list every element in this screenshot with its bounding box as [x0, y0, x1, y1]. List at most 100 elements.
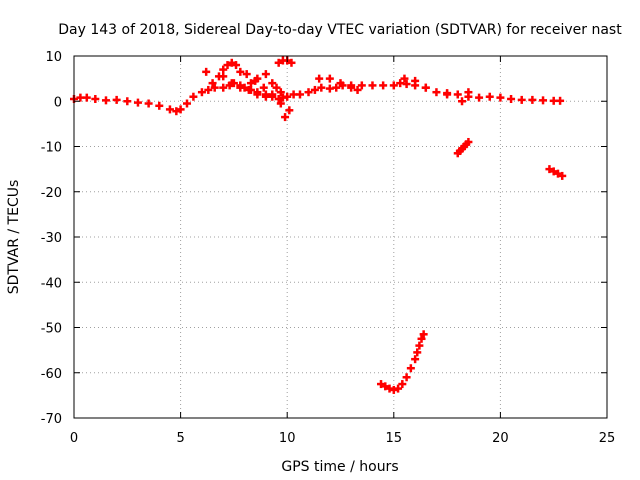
data-point — [144, 99, 153, 108]
data-point — [353, 85, 362, 94]
y-tick-label: -40 — [41, 276, 62, 291]
data-point — [276, 99, 285, 108]
data-point — [219, 65, 228, 74]
data-point — [210, 83, 219, 92]
data-point — [402, 373, 411, 382]
data-point — [411, 76, 420, 85]
data-point — [165, 105, 174, 114]
data-point — [377, 380, 386, 389]
data-point — [268, 79, 277, 88]
data-point — [268, 90, 277, 99]
data-point — [202, 67, 211, 76]
data-point — [413, 348, 422, 357]
data-point — [347, 83, 356, 92]
data-point — [242, 70, 251, 79]
data-point — [310, 85, 319, 94]
axis-ticks: 0 5 10 15 20 25 10 0 -10 -20 -30 -40 -50 -60 -70 — [41, 50, 616, 446]
data-point — [232, 61, 241, 70]
data-point — [274, 58, 283, 67]
data-point — [112, 95, 121, 104]
data-point — [400, 74, 409, 83]
x-tick-label: 20 — [492, 431, 509, 446]
data-point — [236, 83, 245, 92]
x-axis-label: GPS time / hours — [281, 459, 398, 475]
data-point — [101, 96, 110, 105]
data-point — [227, 58, 236, 67]
data-point — [443, 90, 452, 99]
data-point — [272, 83, 281, 92]
data-point — [253, 90, 262, 99]
data-point — [394, 384, 403, 393]
data-point — [227, 79, 236, 88]
data-point — [276, 88, 285, 97]
y-axis-label: SDTVAR / TECUs — [6, 180, 22, 295]
grid-lines — [74, 56, 607, 418]
data-point — [545, 165, 554, 174]
data-point — [236, 67, 245, 76]
data-point — [261, 70, 270, 79]
data-point — [464, 137, 473, 146]
data-point — [415, 341, 424, 350]
data-point — [496, 93, 505, 102]
data-point — [304, 88, 313, 97]
data-point — [368, 81, 377, 90]
data-point — [528, 95, 537, 104]
data-point — [219, 83, 228, 92]
data-point — [385, 384, 394, 393]
data-point — [274, 94, 283, 103]
data-point — [419, 330, 428, 339]
data-point — [246, 79, 255, 88]
data-point — [325, 74, 334, 83]
data-point — [507, 94, 516, 103]
data-point — [315, 74, 324, 83]
data-point — [402, 80, 411, 89]
data-point — [295, 90, 304, 99]
y-tick-label: 0 — [54, 95, 62, 110]
data-point — [517, 95, 526, 104]
data-point — [458, 97, 467, 106]
data-point — [283, 92, 292, 101]
x-tick-label: 10 — [279, 431, 296, 446]
data-point — [172, 107, 181, 116]
data-point — [317, 83, 326, 92]
data-point — [406, 364, 415, 373]
y-tick-label: -60 — [41, 367, 62, 382]
data-point — [253, 74, 262, 83]
data-point — [189, 92, 198, 101]
y-tick-label: -10 — [41, 141, 62, 156]
data-point — [556, 96, 565, 105]
data-series — [70, 56, 567, 394]
x-tick-label: 0 — [70, 431, 78, 446]
data-point — [223, 61, 232, 70]
data-point — [379, 81, 388, 90]
data-point — [133, 98, 142, 107]
x-tick-label: 5 — [176, 431, 184, 446]
data-point — [475, 93, 484, 102]
data-point — [176, 105, 185, 114]
y-tick-label: -50 — [41, 322, 62, 337]
data-point — [389, 385, 398, 394]
data-point — [82, 93, 91, 102]
data-point — [558, 171, 567, 180]
data-point — [208, 79, 217, 88]
data-point — [182, 99, 191, 108]
data-point — [336, 79, 345, 88]
data-point — [381, 382, 390, 391]
data-point — [261, 92, 270, 101]
data-point — [204, 85, 213, 94]
y-tick-label: -30 — [41, 231, 62, 246]
y-tick-label: 10 — [45, 50, 62, 65]
data-point — [91, 94, 100, 103]
data-point — [539, 96, 548, 105]
data-point — [155, 101, 164, 110]
data-point — [389, 81, 398, 90]
chart-title: Day 143 of 2018, Sidereal Day-to-day VTE… — [58, 22, 622, 38]
x-tick-label: 25 — [599, 431, 616, 446]
data-point — [421, 83, 430, 92]
data-point — [417, 334, 426, 343]
data-point — [485, 92, 494, 101]
data-point — [411, 355, 420, 364]
data-point — [281, 113, 290, 122]
